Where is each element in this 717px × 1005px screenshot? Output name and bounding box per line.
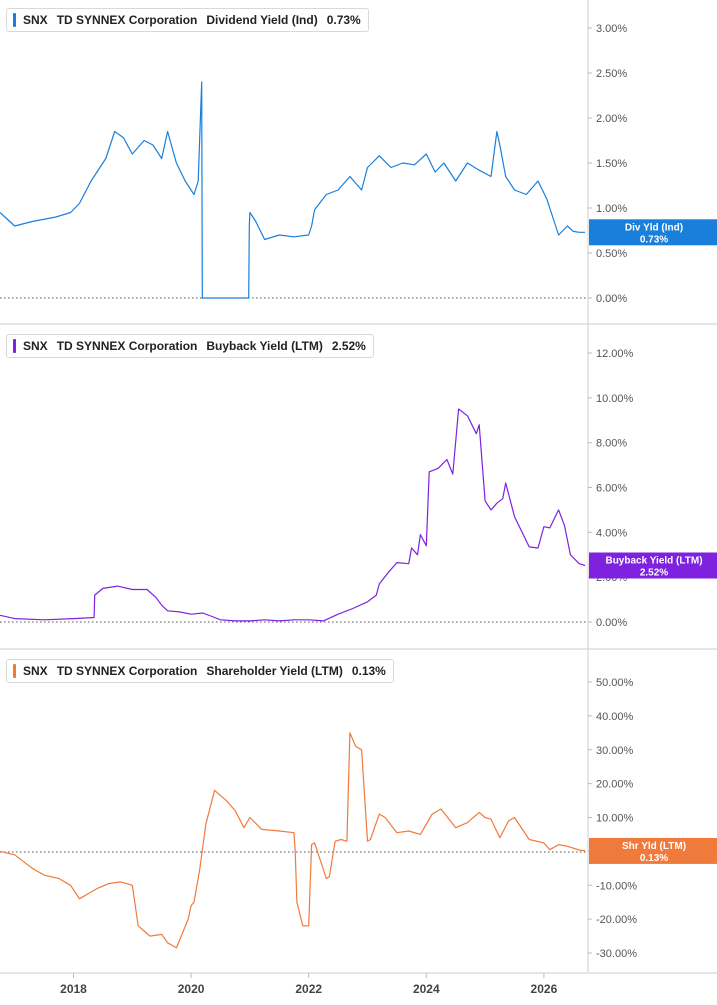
y-tick-label: 1.00% xyxy=(596,203,627,215)
legend-metric: Dividend Yield (Ind) xyxy=(206,13,318,27)
x-tick-label: 2024 xyxy=(413,982,440,996)
value-badge xyxy=(589,552,717,579)
dividend-legend-swatch xyxy=(13,13,16,27)
shareholder-legend-swatch xyxy=(13,664,16,678)
legend-value: 2.52% xyxy=(331,339,366,353)
y-tick-label: 1.50% xyxy=(596,158,627,170)
series-line xyxy=(0,408,586,622)
legend-ticker: SNX xyxy=(23,664,48,678)
series-line xyxy=(0,732,586,949)
legend-company: TD SYNNEX Corporation xyxy=(56,13,198,27)
y-tick-label: 30.00% xyxy=(596,745,634,757)
y-tick-label: 20.00% xyxy=(596,779,634,791)
legend-value: 0.13% xyxy=(351,664,386,678)
y-tick-label: 0.00% xyxy=(596,293,627,305)
y-tick-label: 40.00% xyxy=(596,711,634,723)
y-tick-label: 6.00% xyxy=(596,483,627,495)
badge-value: 0.73% xyxy=(640,234,668,245)
badge-label: Div Yld (Ind) xyxy=(625,222,683,233)
value-badge xyxy=(589,837,717,864)
legend-ticker: SNX xyxy=(23,339,48,353)
x-tick-label: 2020 xyxy=(178,982,205,996)
y-tick-label: 12.00% xyxy=(596,348,634,360)
legend-value: 0.73% xyxy=(326,13,361,27)
y-tick-label: -10.00% xyxy=(596,880,637,892)
y-tick-label: 4.00% xyxy=(596,527,627,539)
legend-company: TD SYNNEX Corporation xyxy=(56,339,198,353)
buyback-legend[interactable]: SNX TD SYNNEX Corporation Buyback Yield … xyxy=(6,334,374,358)
legend-metric: Shareholder Yield (LTM) xyxy=(206,664,343,678)
x-tick-label: 2018 xyxy=(60,982,87,996)
dividend-legend[interactable]: SNX TD SYNNEX Corporation Dividend Yield… xyxy=(6,8,369,32)
value-badge xyxy=(589,219,717,246)
shareholder-legend[interactable]: SNX TD SYNNEX Corporation Shareholder Yi… xyxy=(6,659,394,683)
legend-ticker: SNX xyxy=(23,13,48,27)
badge-label: Buyback Yield (LTM) xyxy=(605,556,702,567)
badge-label: Shr Yld (LTM) xyxy=(622,841,686,852)
y-tick-label: -30.00% xyxy=(596,948,637,960)
y-tick-label: 10.00% xyxy=(596,813,634,825)
legend-company: TD SYNNEX Corporation xyxy=(56,664,198,678)
x-tick-label: 2026 xyxy=(531,982,558,996)
buyback-legend-swatch xyxy=(13,339,16,353)
y-tick-label: 0.00% xyxy=(596,617,627,629)
y-tick-label: 8.00% xyxy=(596,438,627,450)
y-tick-label: 2.50% xyxy=(596,68,627,80)
legend-metric: Buyback Yield (LTM) xyxy=(206,339,323,353)
badge-value: 0.13% xyxy=(640,853,668,864)
x-tick-label: 2022 xyxy=(295,982,322,996)
y-tick-label: 10.00% xyxy=(596,393,634,405)
y-tick-label: 2.00% xyxy=(596,113,627,125)
y-tick-label: 3.00% xyxy=(596,23,627,35)
series-line xyxy=(0,81,586,299)
y-tick-label: -20.00% xyxy=(596,914,637,926)
y-tick-label: 0.50% xyxy=(596,248,627,260)
y-tick-label: 50.00% xyxy=(596,677,634,689)
badge-value: 2.52% xyxy=(640,568,668,579)
